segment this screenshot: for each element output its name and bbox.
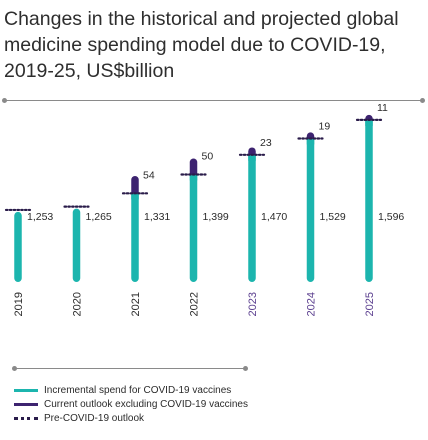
x-tick-label-2020: 2020	[72, 292, 84, 316]
legend-item-current-outlook: Current outlook excluding COVID-19 vacci…	[14, 397, 314, 411]
legend-label: Pre-COVID-19 outlook	[44, 412, 145, 424]
chart-title: Changes in the historical and projected …	[4, 8, 399, 82]
bar-current-outlook-2021	[131, 176, 139, 197]
bar-value-label-2023: 1,470	[261, 211, 287, 223]
cap-value-label-2022: 50	[202, 150, 214, 162]
bar-value-label-2022: 1,399	[203, 211, 229, 223]
bar-join-2025	[365, 119, 373, 126]
bar-covid-vaccines-2019	[14, 211, 22, 282]
bar-covid-vaccines-2023	[248, 151, 256, 282]
bar-covid-vaccines-2025	[365, 116, 373, 283]
bar-value-label-2021: 1,331	[144, 211, 170, 223]
cap-value-label-2025: 11	[377, 102, 388, 114]
legend-divider	[14, 368, 245, 369]
title-divider-start-dot	[2, 98, 7, 103]
legend-swatch-purple	[14, 402, 38, 406]
bar-join-2022	[189, 174, 198, 181]
bar-join-2023	[248, 154, 256, 161]
legend-item-covid-vaccines: Incremental spend for COVID-19 vaccines	[14, 383, 314, 397]
bar-covid-vaccines-2022	[189, 171, 198, 282]
legend-swatch-teal	[14, 388, 38, 392]
legend-divider-start-dot	[12, 366, 17, 371]
bar-join-2021	[131, 193, 139, 200]
legend-item-pre-covid: Pre-COVID-19 outlook	[14, 411, 314, 425]
legend-divider-end-dot	[243, 366, 248, 371]
title-divider-end-dot	[420, 98, 425, 103]
bar-covid-vaccines-2024	[306, 135, 315, 282]
cap-value-label-2023: 23	[260, 137, 272, 149]
legend-label: Current outlook excluding COVID-19 vacci…	[44, 398, 248, 410]
bar-covid-vaccines-2020	[72, 208, 81, 282]
x-tick-label-2025: 2025	[364, 292, 376, 316]
bar-covid-vaccines-2021	[131, 190, 139, 282]
x-tick-label-2021: 2021	[130, 292, 142, 316]
bar-value-label-2019: 1,253	[27, 211, 53, 223]
x-tick-label-2022: 2022	[189, 292, 201, 316]
chart-legend: Incremental spend for COVID-19 vaccines …	[14, 383, 314, 425]
legend-label: Incremental spend for COVID-19 vaccines	[44, 384, 232, 396]
x-tick-label-2024: 2024	[306, 292, 318, 316]
bar-join-2024	[306, 138, 315, 145]
bar-current-outlook-2022	[189, 158, 198, 178]
chart-plot: 1,253 2019 1,265 2020 1,331 54 2021 1,399 50 2022…	[4, 102, 404, 316]
x-tick-label-2023: 2023	[247, 292, 259, 316]
legend-swatch-dotted	[14, 416, 38, 420]
title-divider	[4, 100, 422, 101]
cap-value-label-2024: 19	[319, 120, 331, 132]
bar-value-label-2020: 1,265	[86, 211, 112, 223]
bar-value-label-2025: 1,596	[378, 211, 404, 223]
bar-value-label-2024: 1,529	[320, 211, 346, 223]
x-tick-label-2019: 2019	[13, 292, 25, 316]
cap-value-label-2021: 54	[143, 169, 155, 181]
